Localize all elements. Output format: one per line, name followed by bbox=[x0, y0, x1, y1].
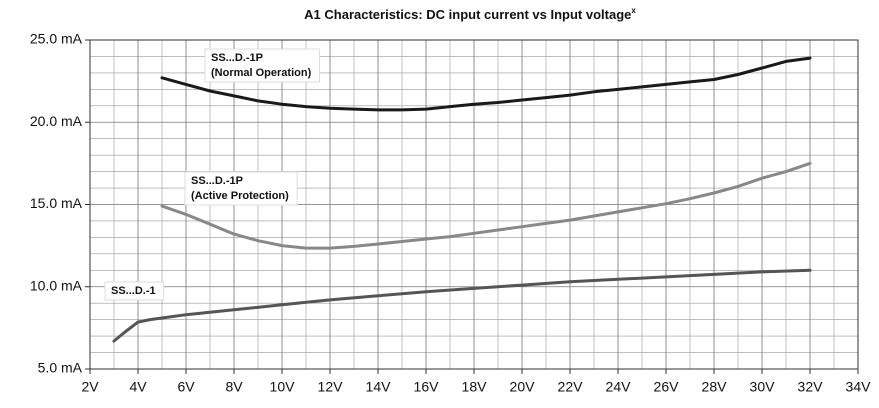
plot-frame bbox=[89, 39, 859, 370]
series-line bbox=[160, 56, 812, 112]
x-tick-label: 32V bbox=[798, 379, 824, 395]
series-name: SS...D.-1P bbox=[211, 52, 263, 64]
series-name: SS...D.-1 bbox=[111, 285, 156, 297]
x-tick-label: 30V bbox=[750, 379, 776, 395]
title-text: A1 Characteristics: DC input current vs … bbox=[304, 7, 631, 22]
x-tick-label: 28V bbox=[702, 379, 728, 395]
series-label: SS...D.-1 bbox=[104, 281, 165, 301]
title-superscript: x bbox=[631, 6, 636, 15]
label-box bbox=[204, 48, 321, 83]
x-tick-label: 18V bbox=[462, 379, 488, 395]
x-tick-label: 8V bbox=[225, 379, 243, 395]
series-label: SS...D.-1P (Active Protection) bbox=[184, 171, 298, 206]
x-tick-label: 24V bbox=[606, 379, 632, 395]
x-tick-label: 14V bbox=[366, 379, 392, 395]
x-tick-label: 26V bbox=[654, 379, 680, 395]
x-tick-label: 20V bbox=[510, 379, 536, 395]
x-tick-label: 2V bbox=[81, 379, 99, 395]
series-note: (Active Protection) bbox=[191, 190, 289, 202]
y-tick-label: 25.0 mA bbox=[30, 31, 83, 47]
grid bbox=[89, 39, 859, 370]
y-tick-label: 5.0 mA bbox=[38, 360, 83, 376]
x-tick-label: 12V bbox=[318, 379, 344, 395]
series-note: (Normal Operation) bbox=[211, 67, 312, 79]
x-tick-label: 22V bbox=[558, 379, 584, 395]
label-box bbox=[184, 171, 298, 206]
y-tick-label: 15.0 mA bbox=[30, 195, 83, 211]
label-box bbox=[104, 281, 165, 301]
chart-title: A1 Characteristics: DC input current vs … bbox=[304, 6, 636, 22]
x-tick-label: 34V bbox=[846, 379, 872, 395]
series-name: SS...D.-1P bbox=[191, 175, 243, 187]
x-tick-label: 16V bbox=[414, 379, 440, 395]
x-tick-label: 10V bbox=[270, 379, 296, 395]
y-tick-label: 20.0 mA bbox=[30, 113, 83, 129]
series-line bbox=[112, 268, 812, 343]
x-tick-label: 4V bbox=[129, 379, 147, 395]
series-line bbox=[160, 161, 812, 250]
series-label: SS...D.-1P (Normal Operation) bbox=[204, 48, 321, 83]
y-tick-label: 10.0 mA bbox=[30, 277, 83, 293]
x-tick-label: 6V bbox=[177, 379, 195, 395]
